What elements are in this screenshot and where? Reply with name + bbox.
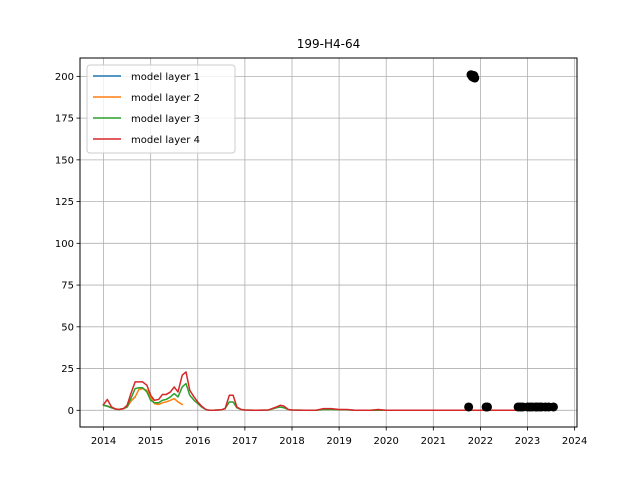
- y-tick-label: 75: [61, 281, 74, 292]
- y-tick-label: 125: [55, 197, 74, 208]
- x-tick-label: 2020: [373, 436, 398, 447]
- chart-title: 199-H4-64: [297, 37, 361, 51]
- legend-label: model layer 2: [131, 93, 200, 104]
- y-tick-label: 0: [68, 406, 74, 417]
- y-tick-label: 150: [55, 155, 74, 166]
- x-tick-label: 2021: [421, 436, 446, 447]
- x-tick-label: 2015: [138, 436, 163, 447]
- observation-markers: [464, 70, 558, 412]
- y-tick-label: 100: [55, 239, 74, 250]
- y-tick-label: 50: [61, 322, 74, 333]
- legend-label: model layer 1: [131, 72, 200, 83]
- x-tick-label: 2016: [185, 436, 210, 447]
- observation-point: [464, 402, 474, 412]
- observation-point: [482, 402, 492, 412]
- x-tick-label: 2017: [232, 436, 257, 447]
- x-tick-label: 2019: [326, 436, 351, 447]
- x-tick-label: 2018: [279, 436, 304, 447]
- x-tick-label: 2023: [515, 436, 540, 447]
- legend-label: model layer 3: [131, 114, 200, 125]
- axes-frame: [79, 57, 578, 428]
- plot-area: [102, 70, 558, 412]
- legend-box: [86, 64, 236, 154]
- legend: model layer 1 model layer 2 model layer 3 m…: [86, 64, 236, 154]
- y-tick-label: 175: [55, 114, 74, 125]
- legend-label: model layer 4: [131, 135, 200, 146]
- observation-point: [470, 73, 480, 83]
- x-tick-label: 2024: [562, 436, 587, 447]
- series-line-model-layer-4: [102, 371, 529, 412]
- observation-point: [548, 402, 558, 412]
- x-tick-label: 2014: [91, 436, 116, 447]
- series-layer: [102, 371, 529, 412]
- x-tick-label: 2022: [468, 436, 493, 447]
- y-tick-label: 25: [61, 364, 74, 375]
- y-axis: 0 25 50 75 100 125 150 175 200: [55, 72, 80, 417]
- x-axis: 2014 2015 2016 2017 2018 2019 2020 2021 2022 2023…: [91, 427, 587, 447]
- y-tick-label: 200: [55, 72, 74, 83]
